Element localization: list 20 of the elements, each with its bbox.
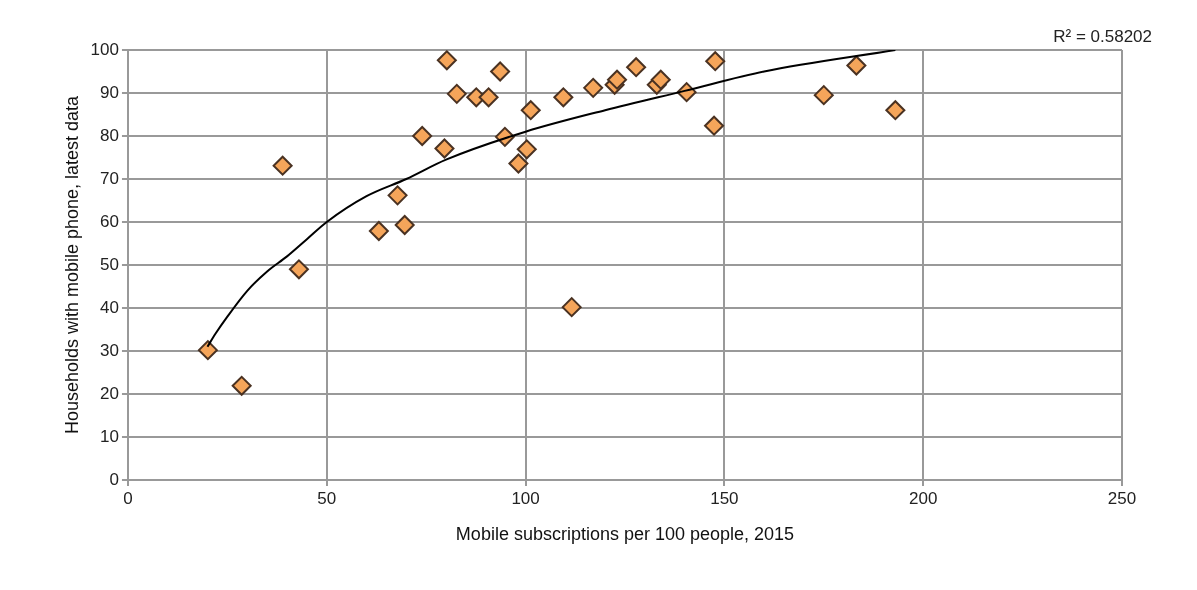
x-tick-label: 250: [1107, 488, 1137, 508]
y-tick-label: 30: [100, 340, 119, 360]
x-tick-label: 0: [123, 488, 133, 508]
y-tick-label: 50: [100, 254, 119, 274]
text: R² = 0.58202: [1053, 27, 1152, 47]
y-axis-title: Households with mobile phone, latest data: [61, 94, 82, 435]
y-tick-label: 10: [100, 426, 119, 446]
y-tick-label: 70: [100, 168, 119, 188]
x-tick-label: 150: [710, 488, 739, 508]
y-tick-label: 40: [100, 297, 119, 317]
x-tick-label: 100: [511, 488, 540, 508]
y-tick-label: 0: [109, 469, 119, 489]
x-tick-label: 50: [317, 488, 337, 508]
y-tick-label: 90: [100, 82, 119, 102]
y-tick-label: 20: [100, 383, 119, 403]
x-tick-label: 200: [909, 488, 938, 508]
y-tick-label: 100: [90, 39, 119, 59]
x-axis-title: Mobile subscriptions per 100 people, 2015: [455, 524, 795, 545]
y-tick-label: 60: [100, 211, 119, 231]
y-tick-label: 80: [100, 125, 119, 145]
